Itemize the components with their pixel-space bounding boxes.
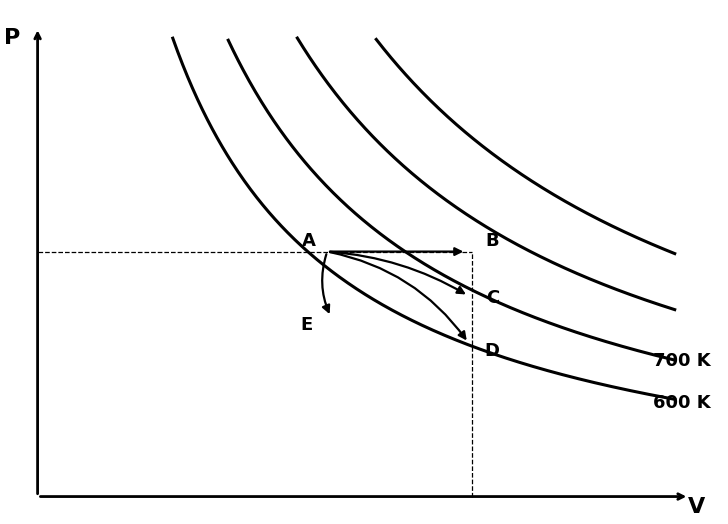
Text: D: D bbox=[485, 342, 500, 359]
Text: P: P bbox=[4, 28, 20, 48]
Text: 600 K: 600 K bbox=[653, 394, 711, 412]
Text: 700 K: 700 K bbox=[653, 352, 711, 370]
Text: A: A bbox=[302, 232, 316, 250]
Text: E: E bbox=[301, 315, 313, 334]
Text: B: B bbox=[486, 232, 499, 250]
Text: C: C bbox=[486, 289, 499, 308]
Text: V: V bbox=[688, 497, 705, 517]
